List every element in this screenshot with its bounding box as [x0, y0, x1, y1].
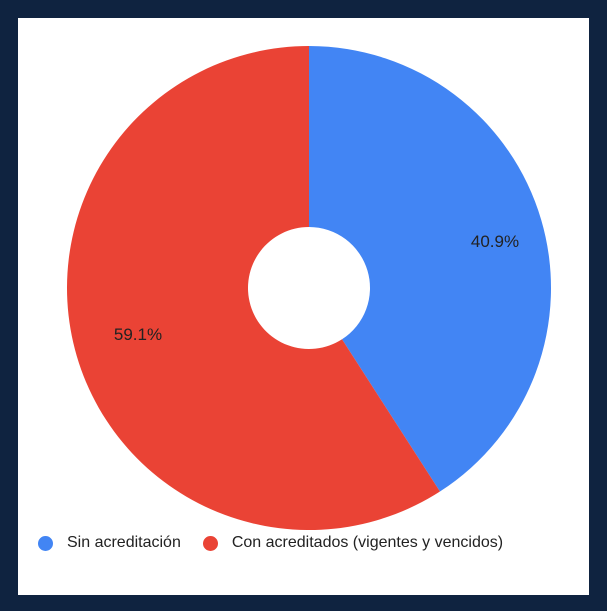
pie-slice-1: [309, 46, 551, 492]
slice-label-2: 59.1%: [114, 325, 162, 344]
pie-slice-2: [66, 45, 440, 530]
chart-legend: Sin acreditación Con acreditados (vigente…: [38, 534, 503, 552]
legend-dot-icon: [202, 535, 218, 551]
legend-label: Sin acreditación: [67, 534, 181, 551]
legend-label: Con acreditados (vigentes y vencidos): [231, 534, 504, 551]
chart-panel: 40.9% 59.1% Sin acreditación Con acreditad…: [18, 18, 589, 595]
chart-slices: [66, 45, 551, 530]
legend-item-2: Con acreditados (vigentes y vencidos): [202, 534, 504, 552]
chart-slice-labels: 40.9% 59.1%: [114, 232, 519, 344]
slice-label-1: 40.9%: [471, 232, 519, 251]
legend-item-1: Sin acreditación: [38, 534, 181, 552]
legend-dot-icon: [38, 535, 53, 551]
donut-chart: 40.9% 59.1%: [66, 45, 551, 530]
